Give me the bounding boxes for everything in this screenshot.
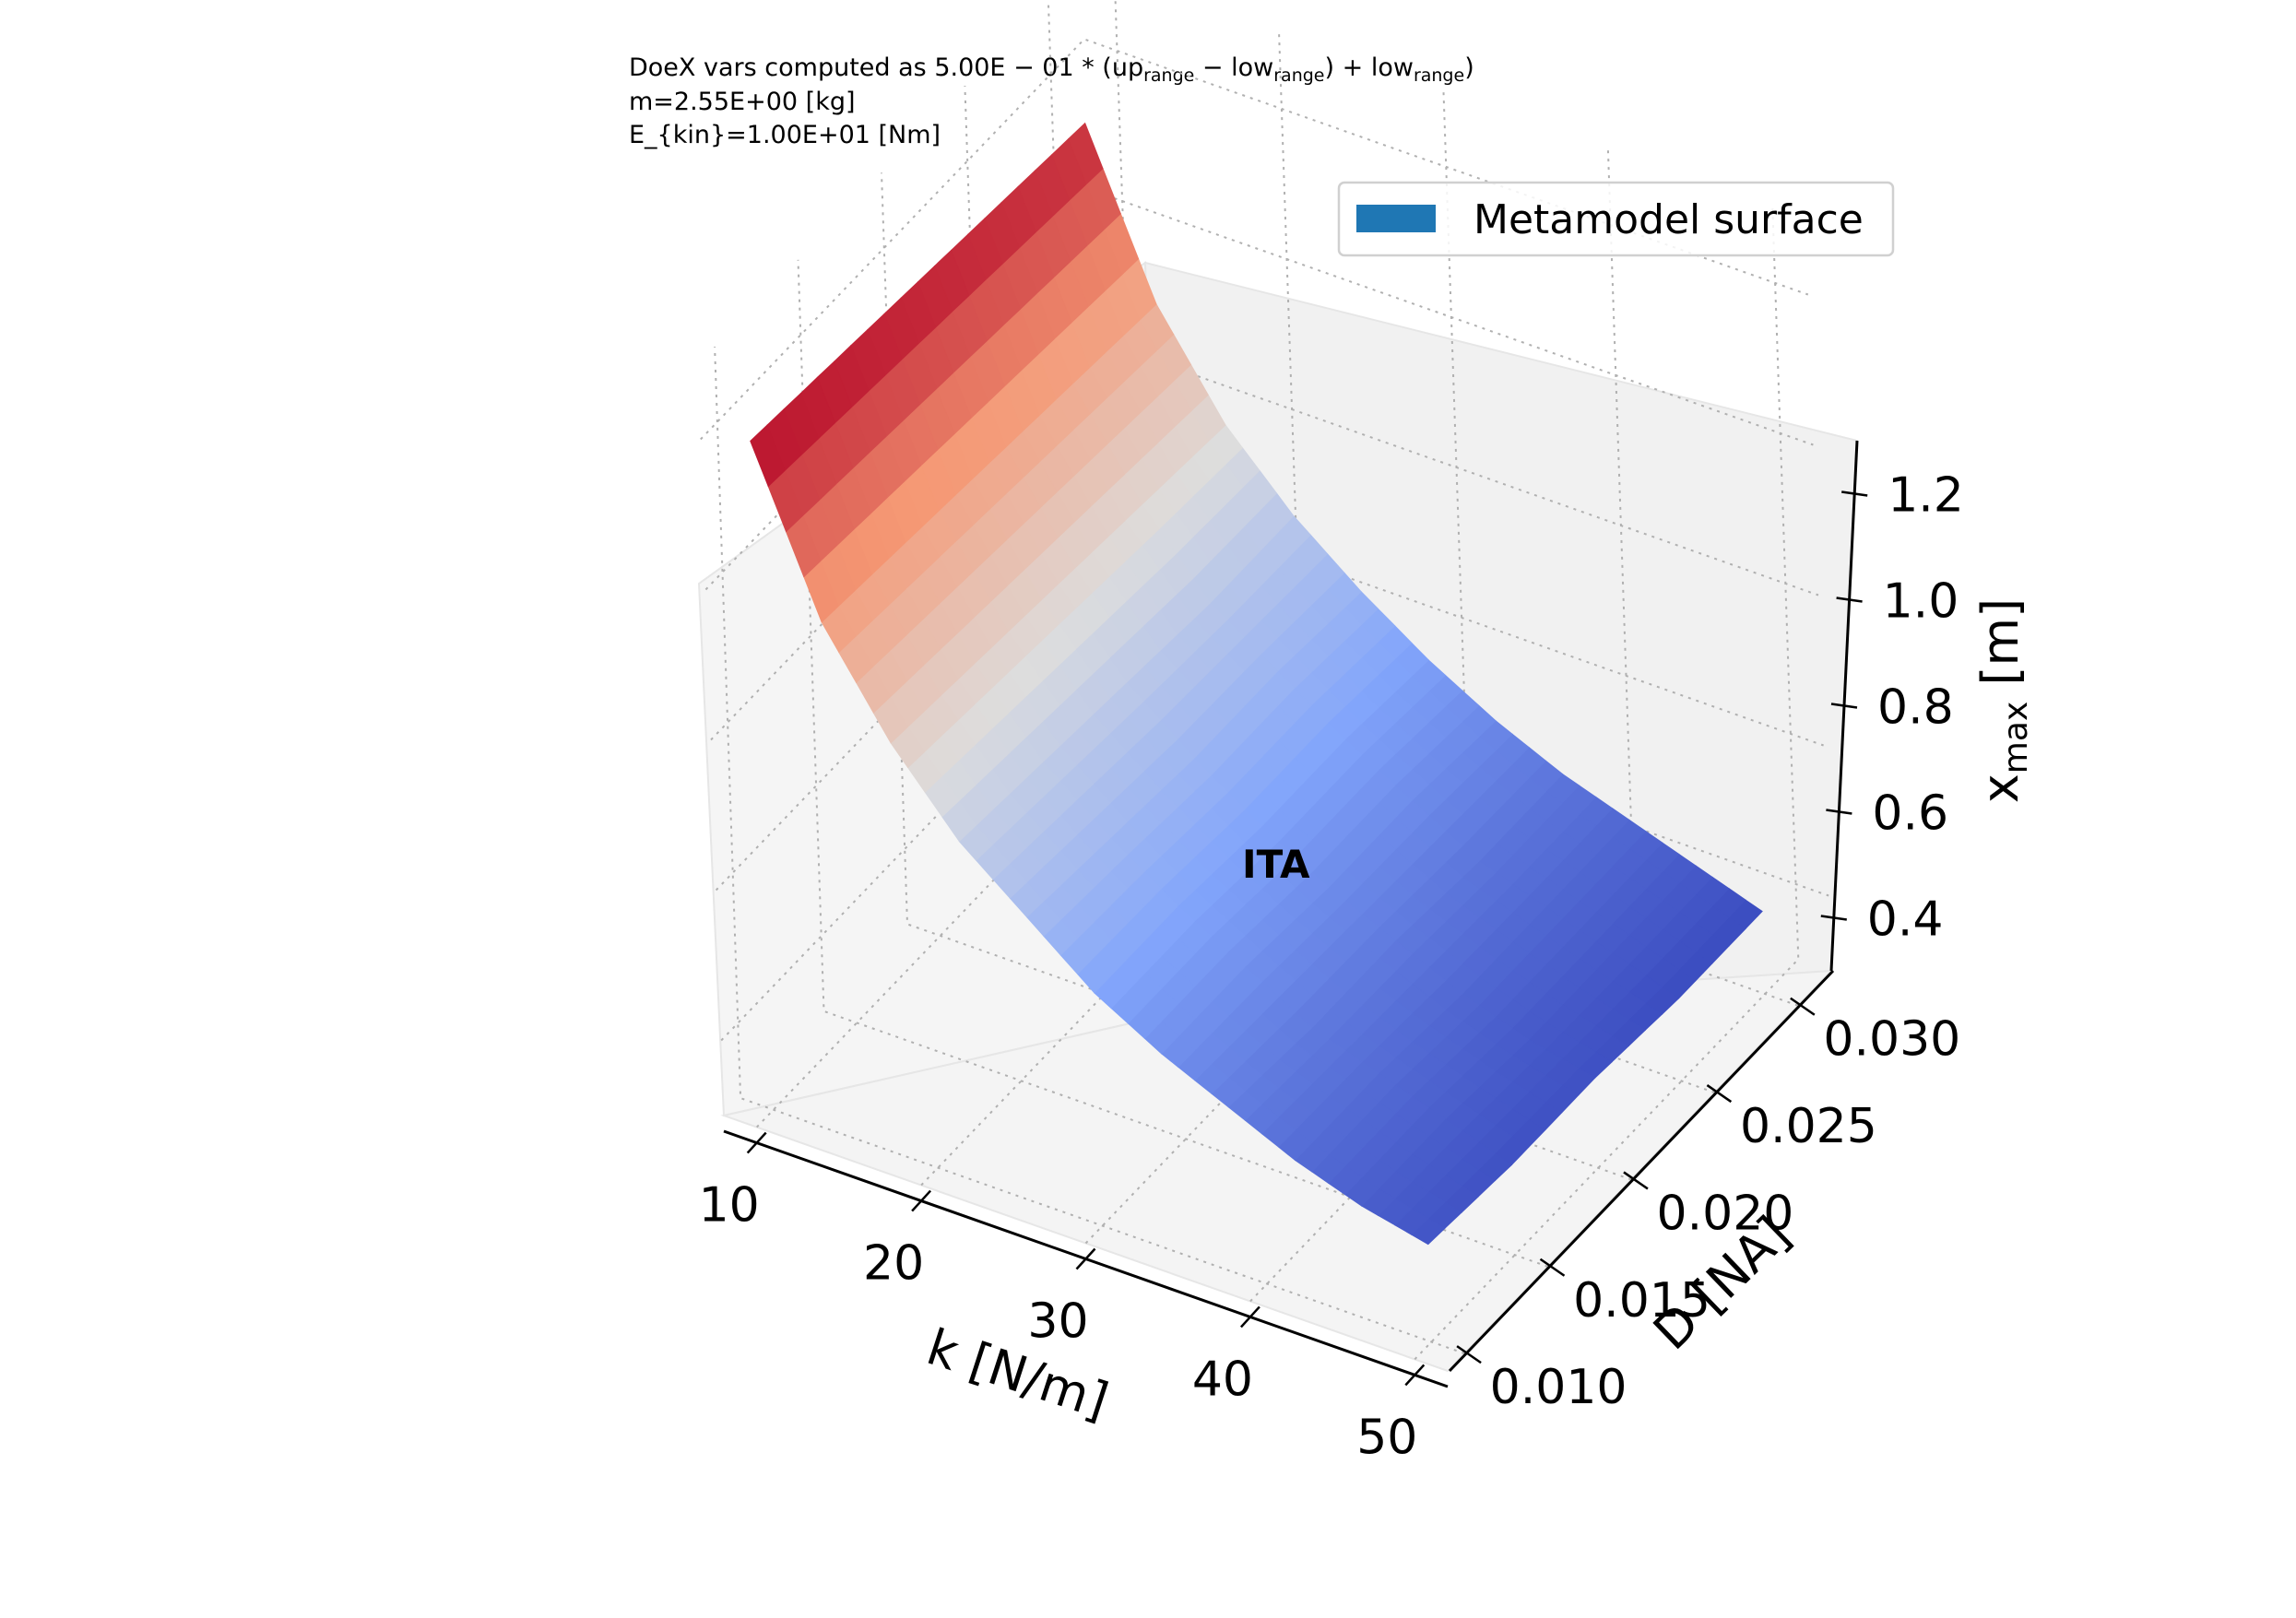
grid-line-z	[715, 489, 1824, 892]
legend-frame	[1337, 181, 1895, 257]
x-tick-mark	[1239, 1305, 1260, 1329]
x-axis-ticks: 10 20 30 40 50	[699, 1131, 1426, 1465]
x-tick-mark	[1075, 1247, 1096, 1270]
y-tick-mark	[1623, 1171, 1649, 1190]
grid-line-x	[1414, 207, 1800, 1361]
y-tick-label: 0.010	[1490, 1360, 1627, 1415]
z-axis-label: xmax [m]	[1971, 598, 2035, 803]
legend: Metamodel surface	[1337, 181, 1895, 257]
legend-label: Metamodel surface	[1473, 196, 1864, 243]
y-tick-mark	[1539, 1258, 1566, 1277]
z-tick-mark	[1820, 915, 1847, 921]
x-tick-mark	[1404, 1364, 1426, 1387]
x-tick-mark	[746, 1131, 767, 1154]
y-tick-label: 0.025	[1740, 1099, 1877, 1154]
surface-patch	[750, 424, 786, 488]
grid-line-z	[700, 38, 1809, 441]
header-text: DoeX vars computed as 5.00E − 01 * (upra…	[629, 53, 1474, 149]
x-tick-label: 50	[1356, 1410, 1417, 1465]
z-tick-mark	[1830, 703, 1858, 709]
z-tick-label: 1.0	[1883, 574, 1959, 630]
y-tick-label: 0.020	[1657, 1186, 1794, 1241]
y-tick-mark	[1456, 1345, 1482, 1364]
legend-swatch	[1356, 205, 1436, 232]
y-tick-label: 0.030	[1823, 1012, 1960, 1068]
grid-line-x	[920, 33, 1307, 1187]
z-axis-ticks: 0.4 0.6 0.8 1.0 1.2	[1820, 468, 1964, 948]
header-line-3: E_{kin}=1.00E+01 [Nm]	[629, 121, 941, 149]
ita-watermark: ITA	[1242, 842, 1310, 887]
header-line-1: DoeX vars computed as 5.00E − 01 * (upra…	[629, 53, 1474, 86]
y-axis-ticks: 0.010 0.015 0.020 0.025 0.030	[1456, 997, 1960, 1415]
y-tick-mark	[1790, 997, 1816, 1016]
x-tick-label: 10	[699, 1178, 760, 1234]
z-tick-mark	[1841, 490, 1868, 497]
header-line-2: m=2.55E+00 [kg]	[629, 88, 856, 116]
z-tick-label: 0.8	[1877, 680, 1954, 736]
x-tick-label: 20	[863, 1236, 924, 1292]
y-tick-mark	[1706, 1084, 1733, 1104]
y-axis-line	[1448, 969, 1835, 1373]
z-tick-label: 1.2	[1888, 468, 1964, 524]
z-tick-mark	[1836, 596, 1863, 603]
z-tick-mark	[1826, 809, 1852, 815]
x-tick-label: 40	[1192, 1352, 1253, 1407]
grid-line-z	[720, 639, 1829, 1042]
grid-line-x	[1084, 91, 1471, 1245]
x-tick-label: 30	[1027, 1294, 1088, 1350]
x-tick-mark	[911, 1189, 932, 1212]
z-tick-label: 0.6	[1872, 786, 1948, 842]
y-tick-label: 0.015	[1573, 1273, 1710, 1329]
z-tick-label: 0.4	[1867, 892, 1944, 948]
metamodel-surface	[750, 122, 1763, 1246]
